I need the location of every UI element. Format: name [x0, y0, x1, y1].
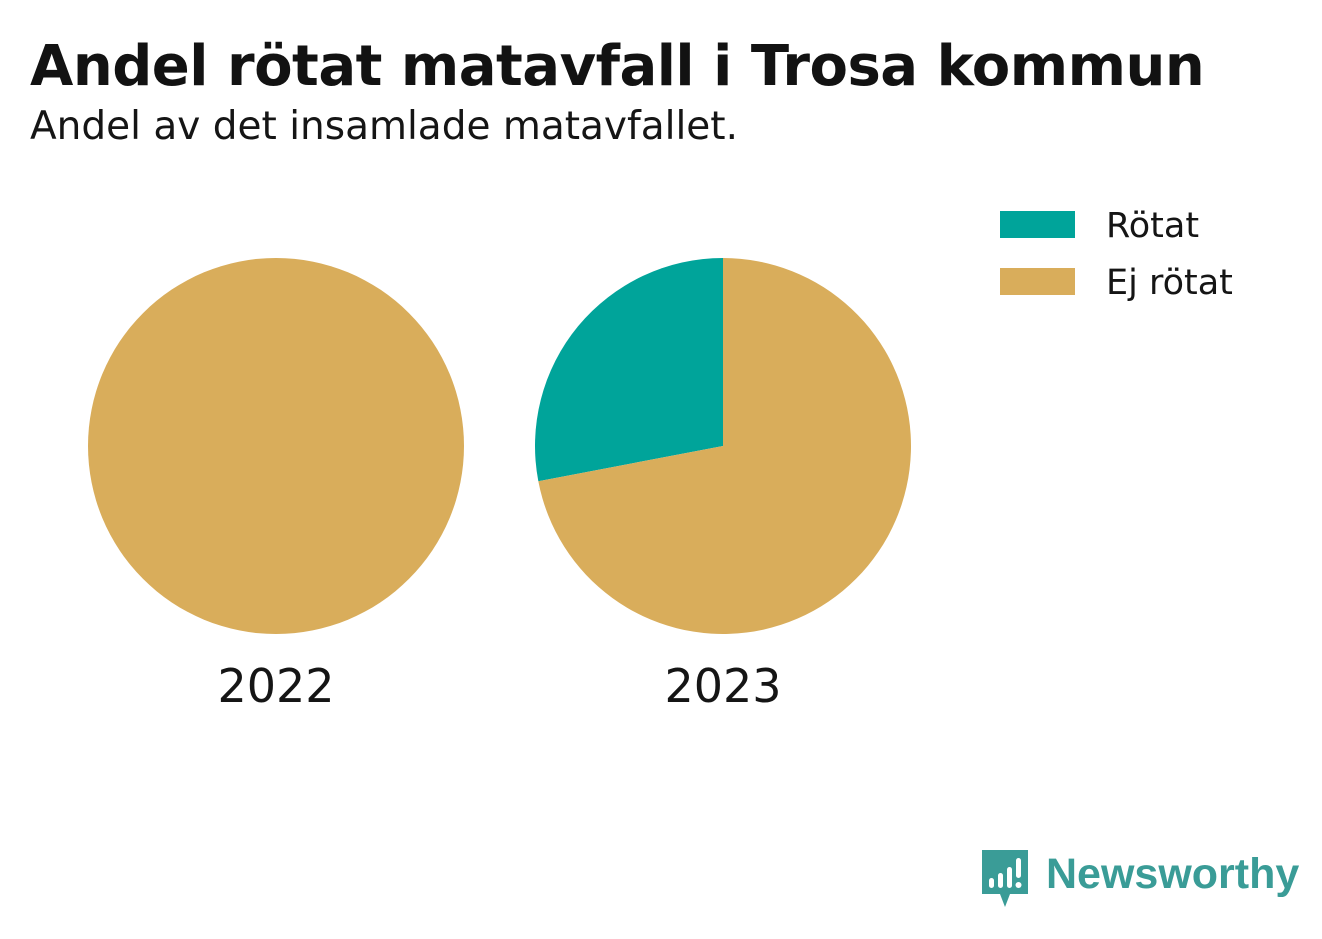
legend-swatch-ej-rotat [1000, 268, 1075, 295]
legend-label-ej-rotat: Ej rötat [1106, 263, 1233, 303]
brand-name: Newsworthy [1046, 849, 1300, 898]
chart-subtitle: Andel av det insamlade matavfallet. [30, 104, 738, 149]
pie-label-2023: 2023 [664, 659, 781, 713]
legend-swatch-rotat [1000, 211, 1075, 238]
pie-slice-2023-ej-rotat [538, 258, 912, 634]
pie-label-2022: 2022 [217, 659, 334, 713]
pie-slice-2023-rotat [534, 258, 723, 482]
legend: Rötat Ej rötat [1000, 206, 1233, 303]
pie-slice-2022-ej-rotat [88, 258, 464, 634]
pies-group: 2022 2023 [88, 258, 912, 713]
chart-title: Andel rötat matavfall i Trosa kommun [30, 34, 1205, 99]
brand-logo: Newsworthy [980, 848, 1299, 910]
newsworthy-logo-icon [982, 850, 1028, 907]
legend-label-rotat: Rötat [1106, 206, 1199, 246]
